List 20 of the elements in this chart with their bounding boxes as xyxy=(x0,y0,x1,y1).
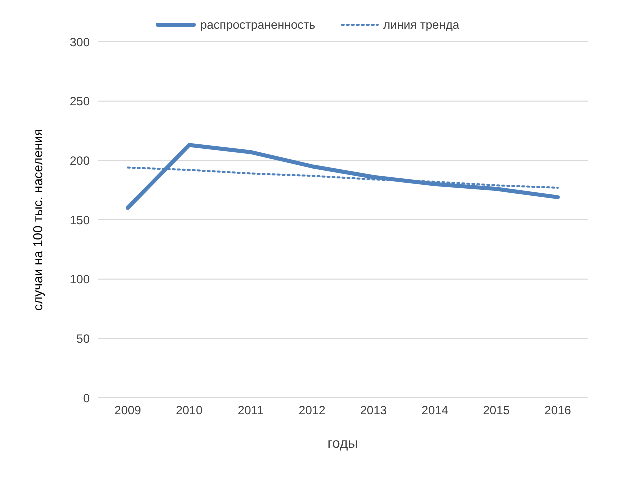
x-tick-label: 2015 xyxy=(483,404,510,418)
x-tick-label: 2012 xyxy=(298,404,326,418)
x-axis-title: годы xyxy=(328,435,358,451)
y-tick-label: 100 xyxy=(70,272,90,287)
y-tick-label: 250 xyxy=(70,94,90,109)
x-tick-label: 2010 xyxy=(176,404,204,418)
x-tick-label: 2016 xyxy=(544,404,572,418)
y-tick-label: 50 xyxy=(76,332,90,346)
x-tick-label: 2011 xyxy=(238,404,264,418)
legend-label: линия тренда xyxy=(384,18,460,32)
x-tick-label: 2009 xyxy=(114,404,142,418)
legend-label: распространенность xyxy=(200,18,316,32)
y-axis-title: случаи на 100 тыс. населения xyxy=(30,129,46,311)
y-tick-label: 200 xyxy=(70,154,90,168)
y-tick-label: 0 xyxy=(83,391,90,406)
x-tick-label: 2014 xyxy=(422,404,449,418)
y-tick-label: 150 xyxy=(70,213,90,228)
line-series xyxy=(126,143,560,210)
y-tick-label: 300 xyxy=(70,35,90,50)
x-tick-label: 2013 xyxy=(360,404,388,418)
